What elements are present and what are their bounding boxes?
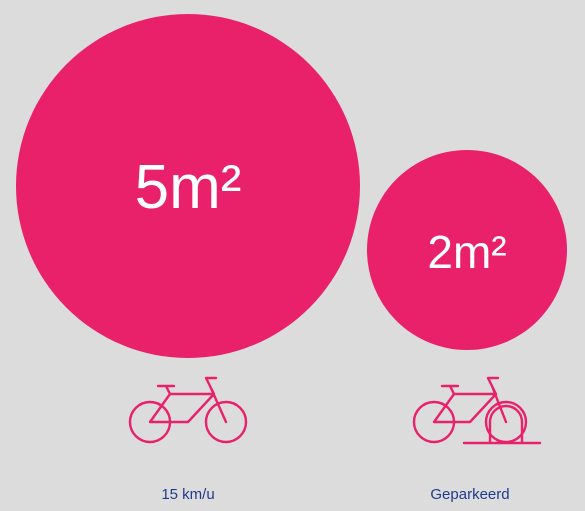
area-label: 5m² [135, 153, 242, 222]
area-circle [367, 150, 567, 350]
area-label: 2m² [427, 226, 506, 278]
area-circle [16, 14, 360, 358]
bike-icon [128, 376, 248, 444]
caption: Geparkeerd [430, 486, 509, 503]
caption: 15 km/u [161, 486, 214, 503]
parked-bike-icon [412, 376, 542, 445]
